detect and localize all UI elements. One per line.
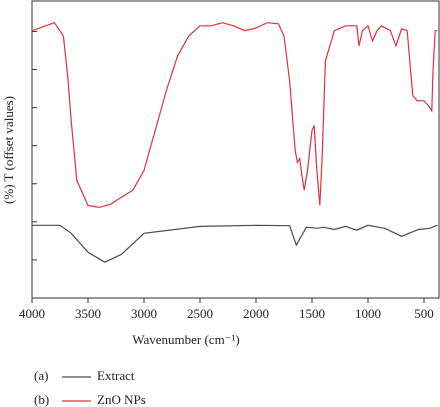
series-line xyxy=(32,224,438,263)
legend-label: Extract xyxy=(97,368,135,383)
x-tick-label: 1500 xyxy=(299,306,325,321)
legend-tag: (b) xyxy=(34,392,49,407)
x-tick-label: 3500 xyxy=(75,306,101,321)
x-tick-label: 1000 xyxy=(355,306,381,321)
legend-tag: (a) xyxy=(34,368,48,383)
x-tick-label: 2500 xyxy=(187,306,213,321)
series-line xyxy=(31,21,438,209)
x-axis-label: Wavenumber (cm⁻¹) xyxy=(132,332,240,347)
legend-label: ZnO NPs xyxy=(97,392,146,407)
plot-frame xyxy=(31,0,440,299)
y-axis-label: (%) T (offset values) xyxy=(1,96,16,204)
x-tick-label: 2000 xyxy=(243,306,269,321)
x-tick-label: 4000 xyxy=(19,306,45,321)
x-tick-label: 500 xyxy=(414,306,434,321)
x-tick-label: 3000 xyxy=(131,306,157,321)
